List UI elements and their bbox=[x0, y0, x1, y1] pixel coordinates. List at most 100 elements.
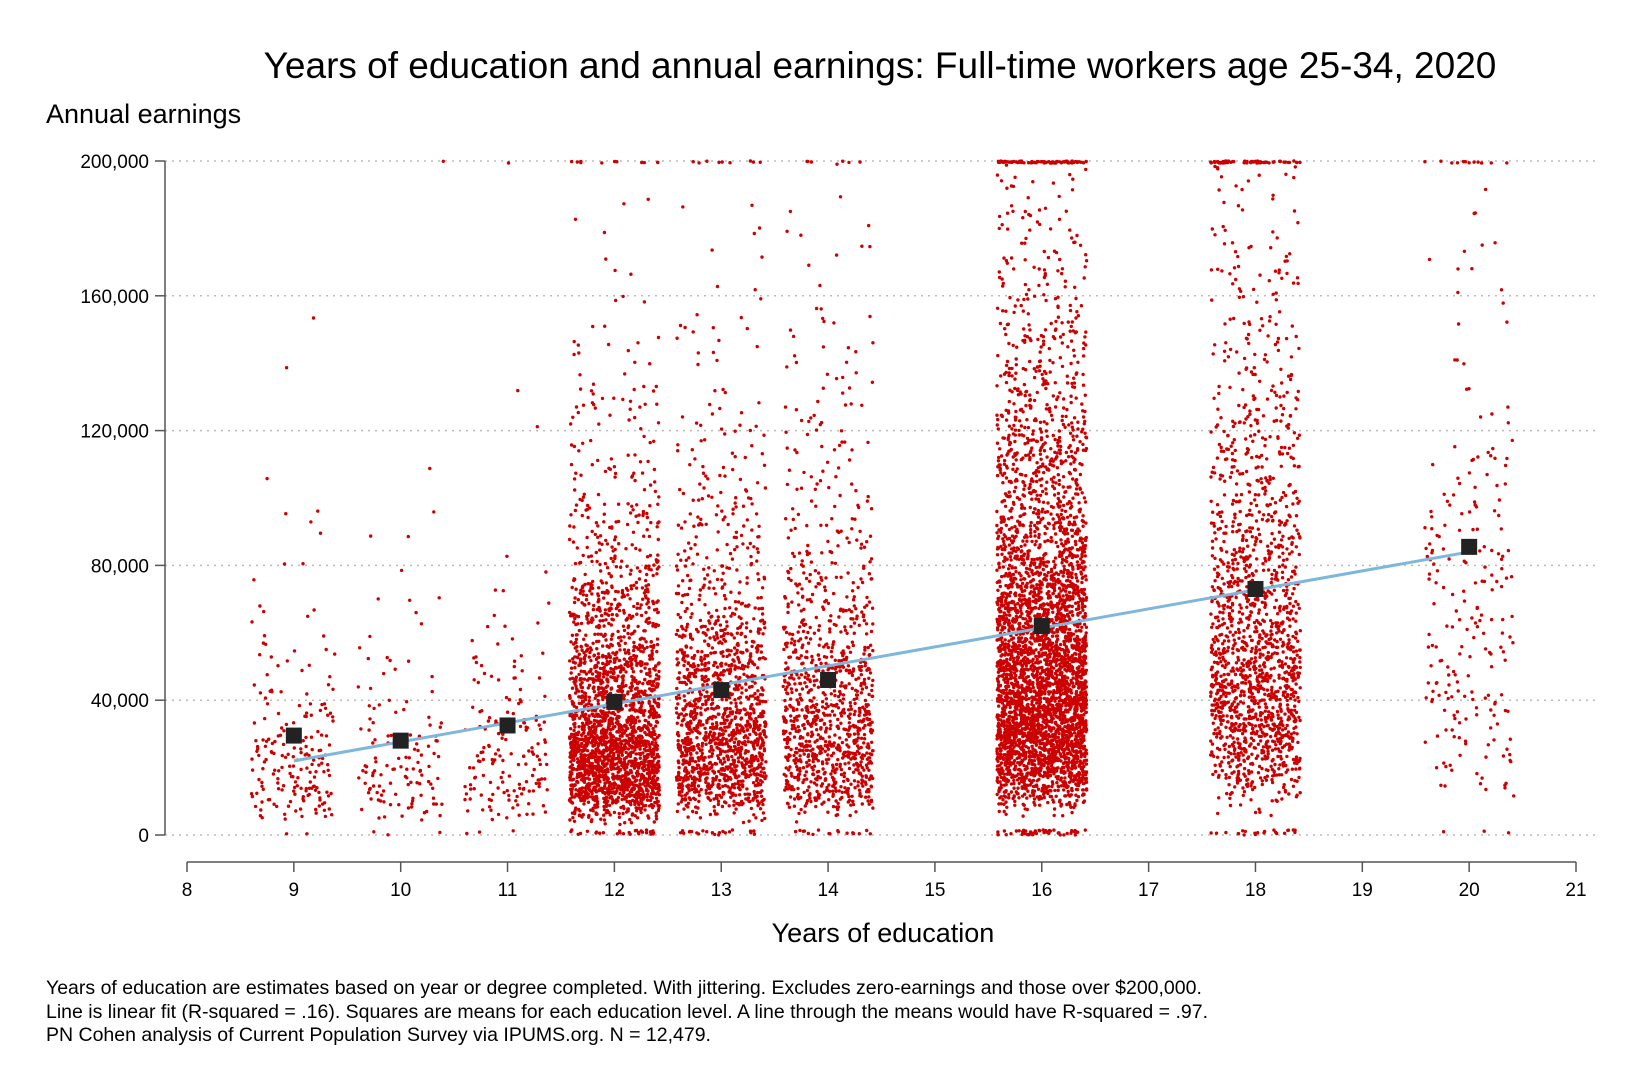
data-point bbox=[518, 698, 522, 702]
data-point bbox=[696, 649, 700, 654]
data-point bbox=[694, 810, 699, 815]
data-point bbox=[677, 793, 681, 797]
data-point bbox=[304, 735, 308, 740]
data-point bbox=[597, 755, 602, 760]
data-point bbox=[610, 545, 614, 549]
data-point bbox=[618, 831, 622, 835]
data-point bbox=[725, 654, 729, 659]
data-point bbox=[602, 719, 606, 723]
data-point bbox=[642, 747, 647, 751]
data-point bbox=[797, 702, 801, 706]
data-point bbox=[629, 721, 634, 725]
data-point bbox=[617, 811, 621, 816]
data-point bbox=[699, 625, 703, 629]
data-point bbox=[302, 799, 306, 803]
data-point bbox=[597, 789, 601, 793]
data-point bbox=[399, 765, 403, 769]
data-point bbox=[613, 547, 617, 552]
data-point bbox=[788, 632, 792, 636]
data-point bbox=[733, 745, 737, 749]
data-point bbox=[596, 492, 601, 497]
data-point bbox=[743, 635, 748, 639]
data-point bbox=[402, 707, 406, 712]
data-point bbox=[596, 761, 600, 765]
data-point bbox=[587, 506, 592, 510]
data-point bbox=[839, 772, 844, 777]
data-point bbox=[499, 775, 503, 780]
data-point bbox=[253, 804, 258, 809]
data-point bbox=[755, 344, 759, 349]
data-point bbox=[605, 677, 609, 681]
data-point bbox=[814, 504, 818, 508]
data-point bbox=[616, 684, 621, 689]
data-point bbox=[823, 585, 827, 589]
data-point bbox=[723, 474, 727, 478]
data-point bbox=[701, 631, 705, 635]
data-point bbox=[762, 620, 767, 624]
data-point bbox=[793, 829, 798, 834]
data-point bbox=[722, 668, 726, 673]
data-point bbox=[816, 733, 820, 737]
data-point bbox=[677, 770, 681, 775]
data-point bbox=[538, 762, 542, 767]
data-point bbox=[629, 568, 633, 572]
data-point bbox=[603, 561, 608, 566]
data-point bbox=[695, 705, 700, 709]
data-point bbox=[250, 794, 255, 799]
data-point bbox=[634, 828, 639, 833]
data-point bbox=[639, 613, 644, 618]
data-point bbox=[656, 553, 660, 557]
data-point bbox=[851, 770, 856, 774]
data-point bbox=[372, 769, 377, 773]
data-point bbox=[740, 761, 744, 765]
data-point bbox=[833, 693, 837, 698]
data-point bbox=[860, 403, 864, 407]
data-point bbox=[802, 470, 806, 475]
data-point bbox=[825, 761, 829, 765]
data-point bbox=[656, 421, 661, 425]
data-point bbox=[709, 791, 713, 795]
data-point bbox=[700, 751, 704, 756]
data-point bbox=[409, 780, 413, 784]
data-point bbox=[743, 792, 747, 796]
data-point bbox=[620, 689, 625, 693]
data-point bbox=[748, 712, 753, 716]
data-point bbox=[812, 631, 817, 635]
data-point bbox=[646, 583, 651, 587]
data-point bbox=[382, 800, 386, 804]
data-point bbox=[755, 650, 759, 654]
data-point bbox=[607, 621, 611, 626]
data-point bbox=[617, 749, 621, 754]
data-point bbox=[591, 382, 596, 386]
data-point bbox=[651, 804, 656, 808]
data-point bbox=[585, 535, 589, 540]
data-point bbox=[590, 618, 594, 622]
data-point bbox=[577, 652, 581, 656]
data-point bbox=[619, 745, 623, 749]
data-point bbox=[589, 808, 593, 812]
data-point bbox=[318, 531, 323, 535]
data-point bbox=[595, 625, 599, 629]
data-point bbox=[789, 747, 793, 752]
data-point bbox=[688, 774, 693, 778]
data-point bbox=[611, 559, 615, 564]
data-point bbox=[697, 771, 701, 775]
data-point bbox=[580, 699, 585, 703]
data-point bbox=[250, 620, 254, 624]
data-point bbox=[751, 694, 755, 698]
data-point bbox=[630, 475, 634, 479]
data-point bbox=[629, 616, 633, 620]
data-point bbox=[596, 535, 600, 539]
data-point bbox=[693, 457, 697, 461]
data-point bbox=[316, 729, 320, 734]
data-point bbox=[851, 581, 855, 585]
data-point bbox=[850, 448, 854, 452]
data-point bbox=[744, 723, 748, 728]
data-point bbox=[490, 761, 495, 766]
data-point bbox=[789, 771, 793, 775]
data-point bbox=[601, 716, 605, 720]
data-point bbox=[870, 380, 875, 384]
data-point bbox=[787, 655, 791, 659]
data-point bbox=[582, 731, 586, 735]
data-point bbox=[366, 791, 371, 795]
